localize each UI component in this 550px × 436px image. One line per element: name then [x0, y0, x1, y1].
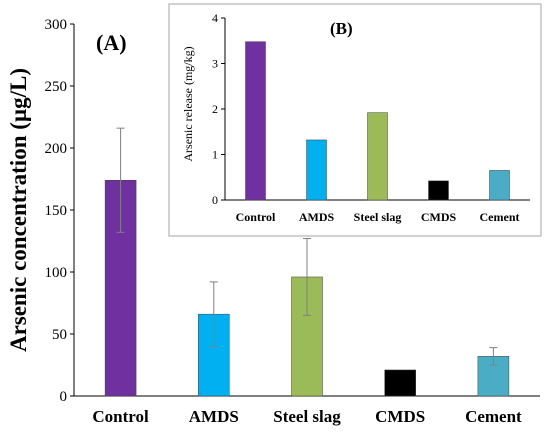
- inset-y-tick-label: 3: [212, 57, 218, 71]
- main-chart: Arsenic concentration (µg/L) (A) 0 50 100 1…: [6, 17, 540, 426]
- inset-bar: [367, 112, 388, 201]
- main-category-label: CMDS: [375, 407, 425, 426]
- main-y-tick-label: 250: [45, 79, 68, 95]
- main-y-tick-label: 0: [60, 389, 68, 405]
- inset-y-axis-label: Arsenic release (mg/kg): [181, 46, 195, 161]
- inset-chart: Arsenic release (mg/kg) (B) 0 1 2 3 4 Control…: [168, 3, 542, 237]
- inset-y-tick-label: 1: [212, 148, 218, 162]
- main-panel-label: (A): [96, 30, 127, 55]
- inset-frame: [168, 3, 542, 237]
- inset-category-label: Steel slag: [354, 210, 402, 224]
- inset-y-tick-label: 2: [212, 102, 218, 116]
- inset-category-label: Control: [236, 210, 276, 224]
- inset-category-label: Cement: [480, 210, 520, 224]
- main-category-label: Control: [92, 407, 149, 426]
- main-y-tick-label: 100: [45, 265, 68, 281]
- main-category-label: Cement: [465, 407, 522, 426]
- main-y-tick-label: 50: [52, 327, 67, 343]
- main-y-tick-label: 300: [45, 17, 68, 33]
- inset-bar: [306, 139, 327, 201]
- inset-bar: [428, 180, 449, 201]
- inset-bar: [245, 41, 266, 201]
- main-bar: [384, 369, 416, 397]
- inset-category-label: CMDS: [421, 210, 457, 224]
- inset-y-tick-label: 4: [212, 11, 218, 25]
- main-y-tick-label: 200: [45, 141, 68, 157]
- main-category-label: Steel slag: [273, 407, 341, 426]
- inset-bar: [489, 170, 510, 201]
- main-category-label: AMDS: [189, 407, 239, 426]
- main-y-axis-label: Arsenic concentration (µg/L): [6, 68, 31, 352]
- inset-panel-label: (B): [330, 19, 353, 38]
- inset-category-label: AMDS: [299, 210, 335, 224]
- main-y-tick-label: 150: [45, 203, 68, 219]
- inset-y-tick-label: 0: [212, 193, 218, 207]
